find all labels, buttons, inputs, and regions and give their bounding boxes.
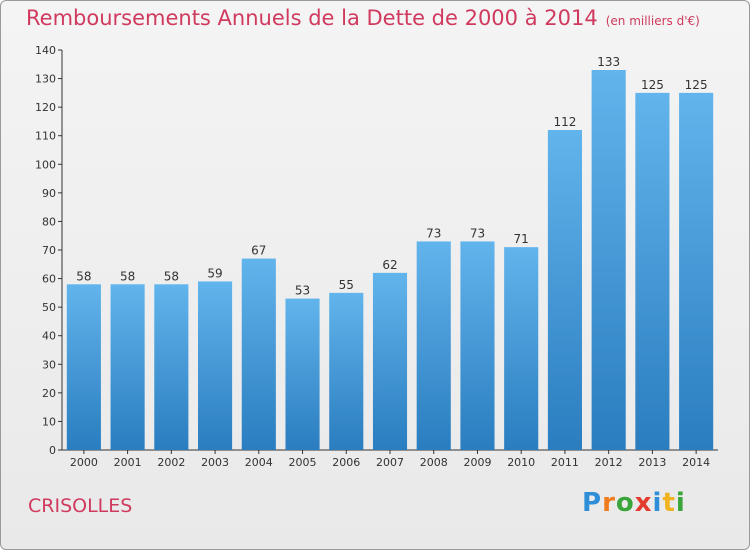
bar-2009 — [460, 241, 495, 450]
bar-2003 — [198, 281, 233, 450]
x-tick-label-2014: 2014 — [682, 456, 710, 469]
value-label-2014: 125 — [685, 78, 708, 92]
x-tick-label-2003: 2003 — [201, 456, 229, 469]
y-tick-label: 10 — [42, 415, 56, 428]
y-tick-label: 110 — [35, 130, 56, 143]
x-tick-label-2007: 2007 — [376, 456, 404, 469]
x-tick-label-2004: 2004 — [245, 456, 273, 469]
value-label-2003: 59 — [207, 266, 222, 280]
bar-2011 — [547, 130, 582, 450]
y-tick-label: 70 — [42, 244, 56, 257]
logo-letter: r — [602, 488, 616, 518]
commune-name: CRISOLLES — [28, 495, 133, 517]
chart-unit: (en milliers d'€) — [605, 14, 700, 28]
bar-2014 — [679, 92, 714, 450]
bar-2010 — [504, 247, 539, 450]
y-tick-label: 90 — [42, 187, 56, 200]
value-label-2009: 73 — [470, 226, 485, 240]
y-tick-label: 20 — [42, 387, 56, 400]
y-tick-label: 120 — [35, 101, 56, 114]
x-tick-label-2012: 2012 — [595, 456, 623, 469]
value-label-2012: 133 — [597, 55, 620, 69]
chart-title: Remboursements Annuels de la Dette de 20… — [26, 6, 700, 30]
bar-2002 — [154, 284, 189, 450]
logo-letter: t — [662, 488, 676, 518]
proxiti-logo[interactable]: Proxiti — [582, 488, 686, 518]
y-tick-label: 60 — [42, 273, 56, 286]
bar-2001 — [110, 284, 145, 450]
logo-letter: i — [675, 488, 686, 518]
x-tick-label-2011: 2011 — [551, 456, 579, 469]
value-label-2006: 55 — [339, 278, 354, 292]
logo-letter: P — [582, 488, 603, 518]
x-tick-label-2008: 2008 — [420, 456, 448, 469]
y-tick-label: 140 — [35, 44, 56, 57]
value-label-2010: 71 — [514, 232, 529, 246]
value-label-2001: 58 — [120, 269, 135, 283]
value-label-2004: 67 — [251, 244, 266, 258]
x-tick-label-2000: 2000 — [70, 456, 98, 469]
logo-letter: x — [634, 488, 653, 518]
value-label-2005: 53 — [295, 284, 310, 298]
logo-letter: o — [615, 488, 635, 518]
bar-2007 — [372, 272, 408, 450]
value-label-2011: 112 — [553, 115, 576, 129]
x-tick-label-2002: 2002 — [157, 456, 185, 469]
value-label-2002: 58 — [164, 269, 179, 283]
x-tick-label-2009: 2009 — [463, 456, 491, 469]
bar-2000 — [66, 284, 101, 450]
x-tick-label-2005: 2005 — [289, 456, 317, 469]
y-tick-label: 100 — [35, 158, 56, 171]
bar-2008 — [416, 241, 451, 450]
logo-letter: i — [652, 488, 663, 518]
value-label-2000: 58 — [76, 269, 91, 283]
y-tick-label: 80 — [42, 215, 56, 228]
value-label-2013: 125 — [641, 78, 664, 92]
y-tick-label: 40 — [42, 330, 56, 343]
bar-2012 — [591, 70, 626, 450]
chart-title-text: Remboursements Annuels de la Dette de 20… — [26, 6, 598, 30]
y-tick-label: 30 — [42, 358, 56, 371]
x-tick-label-2006: 2006 — [332, 456, 360, 469]
bar-2004 — [241, 258, 276, 450]
bar-2005 — [285, 298, 320, 450]
bar-2013 — [635, 92, 670, 450]
y-tick-label: 0 — [49, 444, 56, 457]
x-tick-label-2013: 2013 — [638, 456, 666, 469]
x-tick-label-2001: 2001 — [114, 456, 142, 469]
x-tick-label-2010: 2010 — [507, 456, 535, 469]
y-tick-label: 130 — [35, 73, 56, 86]
value-label-2008: 73 — [426, 226, 441, 240]
bar-2006 — [329, 292, 364, 450]
value-label-2007: 62 — [382, 258, 397, 272]
y-tick-label: 50 — [42, 301, 56, 314]
